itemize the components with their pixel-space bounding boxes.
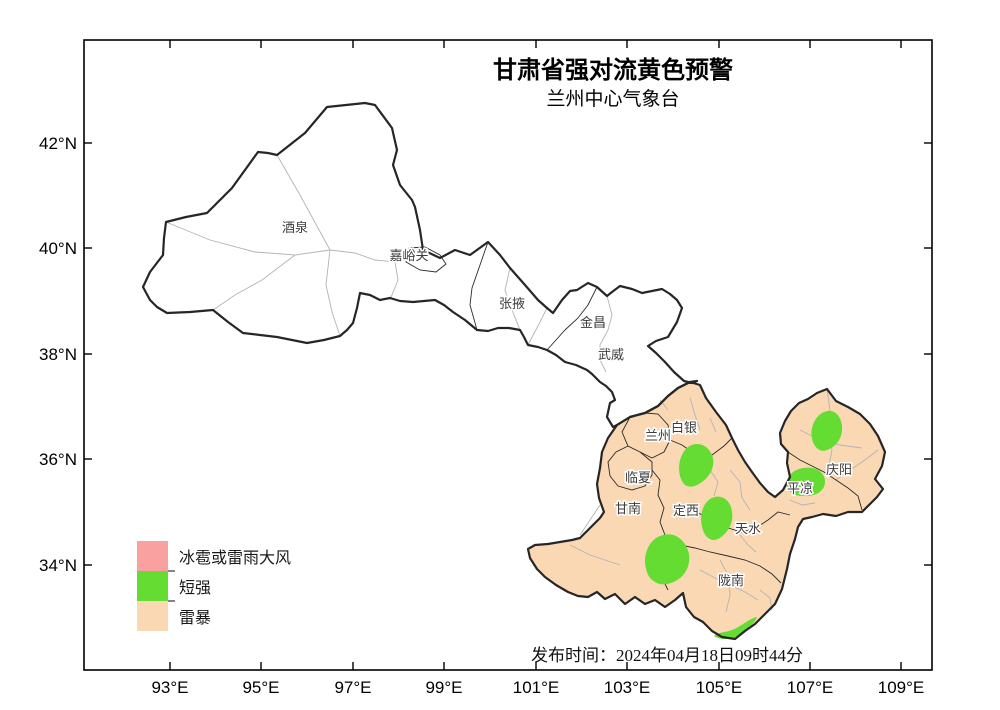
map-title: 甘肃省强对流黄色预警 [493, 58, 733, 84]
city-label-金昌: 金昌 [580, 315, 606, 330]
axis-tick-labels: 93°E 95°E 97°E 99°E 101°E 103°E 105°E 107°E 109°… [39, 134, 924, 697]
y-tick-label: 36°N [39, 450, 77, 469]
issue-time-text: 发布时间：2024年04月18日09时44分 [531, 646, 803, 665]
province-border [141, 101, 887, 641]
green-area-baiyin [679, 444, 714, 487]
city-label-武威: 武威 [598, 347, 624, 362]
city-label-定西: 定西 [673, 503, 699, 518]
y-tick-label: 34°N [39, 556, 77, 575]
green-area-dingxi [701, 496, 733, 540]
x-tick-label: 109°E [878, 678, 925, 697]
green-area-qingyang [811, 410, 843, 451]
legend-label: 冰雹或雷雨大风 [179, 550, 292, 567]
plot-frame [83, 39, 933, 671]
city-label-张掖: 张掖 [499, 296, 525, 311]
y-tick-label: 40°N [39, 239, 77, 258]
city-label-陇南: 陇南 [718, 573, 744, 588]
y-tick-label: 38°N [39, 345, 77, 364]
x-tick-label: 95°E [242, 678, 279, 697]
legend-swatch [137, 571, 168, 601]
x-tick-label: 97°E [334, 678, 371, 697]
legend-label: 雷暴 [179, 610, 212, 627]
green-area-pingliang [786, 467, 826, 497]
x-tick-label: 101°E [513, 678, 560, 697]
x-tick-label: 93°E [151, 678, 188, 697]
city-label-平凉: 平凉 [787, 481, 813, 496]
axis-ticks [84, 40, 932, 670]
city-label-兰州: 兰州 [645, 428, 671, 443]
region-northwest-no-warning [143, 103, 697, 427]
x-tick-label: 107°E [787, 678, 834, 697]
x-tick-label: 105°E [696, 678, 743, 697]
short-term-strong-areas [645, 410, 843, 640]
legend-frame-dashes [168, 570, 175, 602]
x-tick-label: 99°E [425, 678, 462, 697]
city-label-酒泉: 酒泉 [282, 220, 308, 235]
y-tick-label: 42°N [39, 134, 77, 153]
green-area-longnan-south [714, 617, 757, 640]
legend: 冰雹或雷雨大风 短强雷暴 [137, 541, 291, 631]
city-label-甘南: 甘南 [615, 501, 641, 516]
map-subtitle: 兰州中心气象台 [546, 89, 680, 110]
legend-row-1: 短强 [137, 571, 291, 601]
city-label-临夏: 临夏 [625, 470, 651, 485]
city-label-白银: 白银 [671, 420, 697, 435]
legend-swatch [137, 601, 168, 631]
x-tick-label: 103°E [604, 678, 651, 697]
legend-row-0: 冰雹或雷雨大风 [137, 541, 291, 571]
city-label-庆阳: 庆阳 [826, 462, 852, 477]
legend-label: 短强 [179, 580, 212, 597]
green-area-gannan-longnan [645, 534, 690, 585]
city-label-嘉峪关: 嘉峪关 [389, 248, 428, 263]
legend-row-2: 雷暴 [137, 601, 291, 631]
legend-swatch [137, 541, 168, 571]
city-label-天水: 天水 [735, 521, 761, 536]
